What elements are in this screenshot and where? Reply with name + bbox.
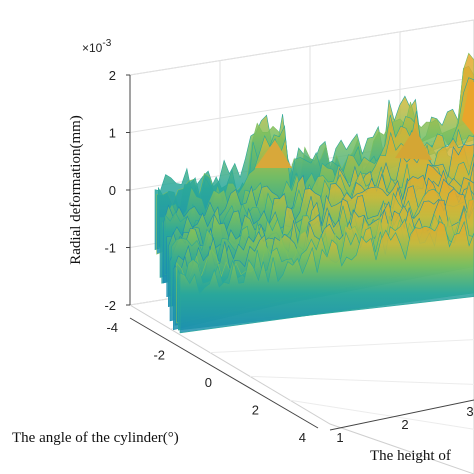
surface-peak (255, 140, 292, 168)
angle-tick-label: 4 (299, 430, 306, 445)
surface-peak (395, 128, 432, 160)
z-tick-label: 0 (109, 183, 116, 198)
height-tick-labels: 1 2 3 (336, 404, 473, 445)
deformation-surface (154, 52, 474, 334)
z-exponent-label: ×10-3 (82, 38, 112, 55)
height-axis-title: The height of (370, 448, 451, 464)
angle-axis-line (129, 317, 319, 429)
z-tick-labels: -2 -1 0 1 2 (104, 68, 130, 313)
height-axis-line (329, 399, 474, 431)
angle-tick-label: -2 (153, 348, 165, 363)
height-tick-label: 1 (336, 430, 343, 445)
grid-line-floor (289, 399, 474, 430)
z-tick-label: 1 (109, 126, 116, 141)
grid-line-z (129, 19, 474, 76)
z-tick-label: -1 (104, 241, 116, 256)
z-axis-title: Radial deformation(mm) (68, 115, 84, 265)
height-tick-label: 2 (401, 417, 408, 432)
z-tick-label: 2 (109, 68, 116, 83)
surface-ridge (179, 220, 474, 334)
angle-tick-label: -4 (106, 320, 118, 335)
grid-line-floor (209, 339, 474, 354)
angle-tick-labels: -4 -2 0 2 4 (106, 320, 306, 445)
grid-line-floor (249, 375, 474, 385)
angle-tick-label: 0 (205, 375, 212, 390)
height-tick-label: 3 (466, 404, 473, 419)
z-tick-label: -2 (104, 298, 116, 313)
grid-line-z (129, 77, 474, 133)
surface-peak (462, 82, 474, 135)
angle-axis-title: The angle of the cylinder(°) (12, 430, 179, 446)
angle-tick-label: 2 (252, 403, 259, 418)
